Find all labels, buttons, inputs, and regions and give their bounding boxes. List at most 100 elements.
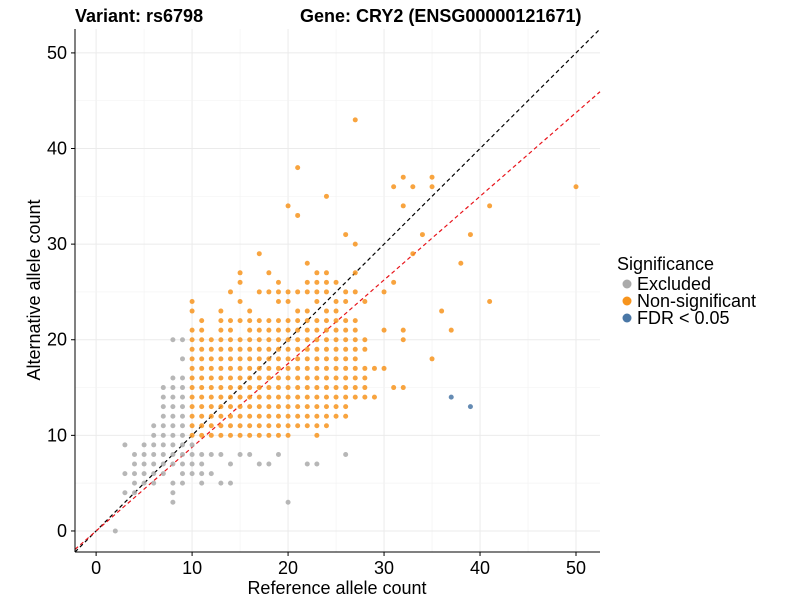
point-excluded [343,451,349,457]
point-non-significant [199,356,205,362]
point-excluded [160,451,166,457]
point-excluded [199,451,205,457]
point-non-significant [439,308,445,314]
point-non-significant [189,375,195,381]
point-non-significant [333,298,339,304]
point-non-significant [227,365,233,371]
point-non-significant [237,279,243,285]
plot-area [74,28,601,553]
y-tick-label: 20 [47,330,67,350]
point-non-significant [400,174,406,180]
point-non-significant [362,394,368,400]
y-tick-label: 0 [57,521,67,541]
point-excluded [160,394,166,400]
point-non-significant [189,404,195,410]
point-non-significant [266,356,272,362]
point-non-significant [391,184,397,190]
point-non-significant [323,375,329,381]
point-excluded [199,461,205,467]
point-non-significant [227,289,233,295]
point-excluded [208,451,214,457]
point-non-significant [295,356,301,362]
point-non-significant [208,365,214,371]
point-excluded [160,461,166,467]
point-non-significant [285,356,291,362]
point-non-significant [237,394,243,400]
point-non-significant [208,346,214,352]
point-non-significant [295,327,301,333]
point-excluded [179,432,185,438]
point-non-significant [189,327,195,333]
point-non-significant [343,232,349,238]
point-non-significant [314,327,320,333]
point-non-significant [371,365,377,371]
point-non-significant [295,423,301,429]
point-non-significant [285,318,291,324]
point-non-significant [314,346,320,352]
point-excluded [160,432,166,438]
point-non-significant [266,270,272,276]
point-non-significant [275,432,281,438]
legend-key-0 [622,279,632,289]
point-non-significant [323,327,329,333]
y-tick-label: 40 [47,139,67,159]
point-non-significant [237,423,243,429]
point-non-significant [208,423,214,429]
point-non-significant [323,404,329,410]
point-excluded [160,404,166,410]
point-non-significant [218,432,224,438]
point-non-significant [189,432,195,438]
point-non-significant [285,298,291,304]
point-non-significant [352,327,358,333]
point-non-significant [410,251,416,257]
x-tick-label: 10 [182,558,202,578]
point-non-significant [266,327,272,333]
point-non-significant [256,404,262,410]
point-non-significant [333,279,339,285]
point-non-significant [343,356,349,362]
point-excluded [179,394,185,400]
point-non-significant [381,289,387,295]
point-non-significant [304,394,310,400]
point-non-significant [323,318,329,324]
point-excluded [170,394,176,400]
point-non-significant [314,413,320,419]
point-non-significant [218,318,224,324]
point-excluded [256,461,262,467]
point-non-significant [199,346,205,352]
point-non-significant [343,413,349,419]
point-non-significant [314,318,320,324]
point-non-significant [400,203,406,209]
point-non-significant [199,423,205,429]
point-non-significant [314,289,320,295]
chart-title-gene: Gene: CRY2 (ENSG00000121671) [300,6,581,26]
point-non-significant [487,298,493,304]
point-non-significant [237,375,243,381]
point-non-significant [247,346,253,352]
point-non-significant [275,279,281,285]
point-non-significant [573,184,579,190]
point-non-significant [237,318,243,324]
x-tick-label: 20 [278,558,298,578]
point-non-significant [314,394,320,400]
point-excluded [179,461,185,467]
point-non-significant [343,365,349,371]
point-non-significant [304,327,310,333]
point-excluded [151,423,157,429]
point-non-significant [208,337,214,343]
point-non-significant [323,279,329,285]
point-excluded [160,413,166,419]
point-non-significant [352,337,358,343]
point-non-significant [285,394,291,400]
point-excluded [170,480,176,486]
point-excluded [199,471,205,477]
point-excluded [160,471,166,477]
point-non-significant [410,184,416,190]
point-excluded [160,442,166,448]
point-non-significant [256,385,262,391]
point-non-significant [227,327,233,333]
point-excluded [170,375,176,381]
point-non-significant [218,327,224,333]
point-non-significant [304,413,310,419]
point-excluded [189,471,195,477]
